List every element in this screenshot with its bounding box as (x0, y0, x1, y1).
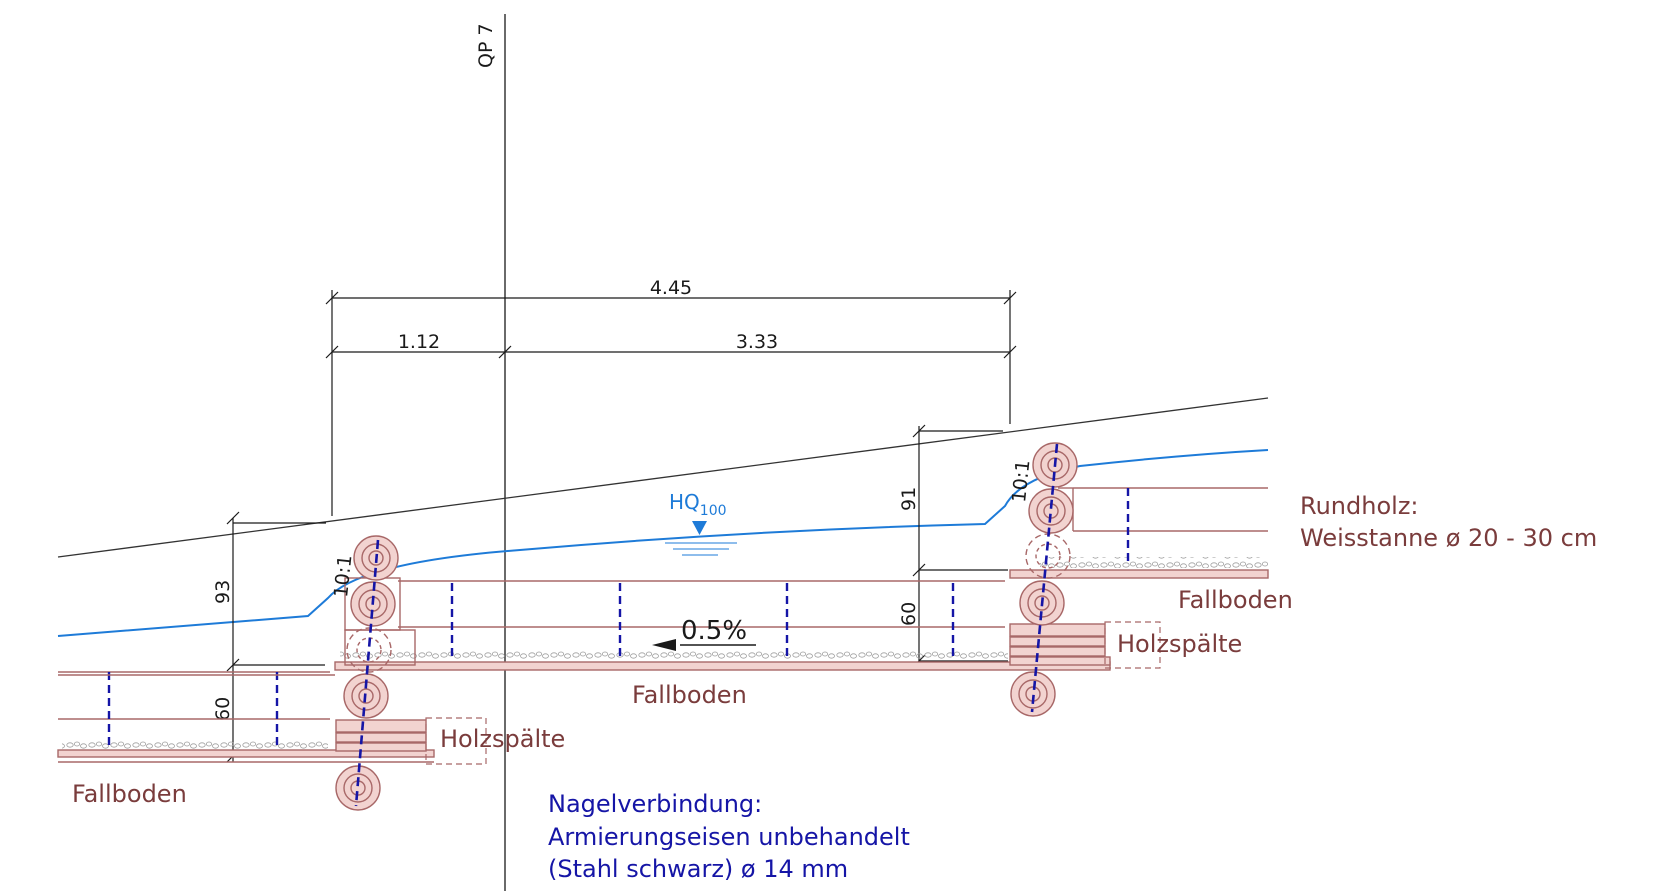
rundholz-title: Rundholz: (1300, 492, 1419, 520)
terrain-line (57, 397, 1269, 558)
dimension-right-step: 60 (898, 602, 920, 626)
dimension-left-height: 93 (212, 580, 234, 604)
water-line-hq100 (57, 449, 1269, 637)
dimension-right-height: 91 (898, 487, 920, 511)
right-log-stack (1010, 442, 1078, 717)
left-holzspaelte-outline (425, 717, 487, 765)
right-slope-label: 10:1 (1008, 459, 1034, 504)
dimension-total-label: 4.45 (650, 277, 692, 299)
nagel-title: Nagelverbindung: (548, 790, 762, 818)
fallboden-label-right: Fallboden (1178, 586, 1293, 614)
holzspaelte-label-right: Holzspälte (1117, 630, 1242, 658)
gradient-label: 0.5% (681, 616, 747, 646)
svg-text:HQ100: HQ100 (669, 490, 727, 519)
nails-lower (107, 672, 279, 750)
left-nail-rod (354, 539, 380, 807)
section-label: QP 7 (475, 23, 497, 68)
right-holzspaelte (1009, 623, 1111, 666)
gravel-layer-left (62, 741, 328, 751)
water-level-label: HQ (669, 490, 700, 514)
nagel-spec-line1: Armierungseisen unbehandelt (548, 823, 910, 851)
nagel-spec-line2: (Stahl schwarz) ø 14 mm (548, 855, 848, 883)
water-level-marker: HQ100 (665, 490, 737, 556)
middle-bed (58, 580, 1111, 676)
dimension-right-vertical (912, 424, 1008, 668)
gravel-layer-right (1040, 557, 1268, 568)
left-holzspaelte (335, 719, 427, 752)
left-log-stack (335, 535, 416, 811)
upper-bed (1009, 487, 1269, 579)
holzspaelte-label-left: Holzspälte (440, 725, 565, 753)
left-log-bottom (335, 765, 381, 811)
gravel-layer-middle (340, 650, 1008, 661)
left-slope-label: 10:1 (330, 554, 356, 599)
water-level-subscript: 100 (700, 503, 727, 519)
dimension-left-label: 1.12 (398, 331, 440, 353)
rundholz-spec: Weisstanne ø 20 - 30 cm (1300, 524, 1597, 552)
gradient-arrow (652, 639, 756, 651)
dimension-left-step: 60 (212, 697, 234, 721)
right-nail-rod (1030, 443, 1059, 713)
dimension-right-label: 3.33 (736, 331, 778, 353)
dimension-left-vertical (226, 511, 330, 763)
right-log-2 (1028, 488, 1074, 534)
fallboden-label-left: Fallboden (72, 780, 187, 808)
fallboden-label-middle: Fallboden (632, 681, 747, 709)
